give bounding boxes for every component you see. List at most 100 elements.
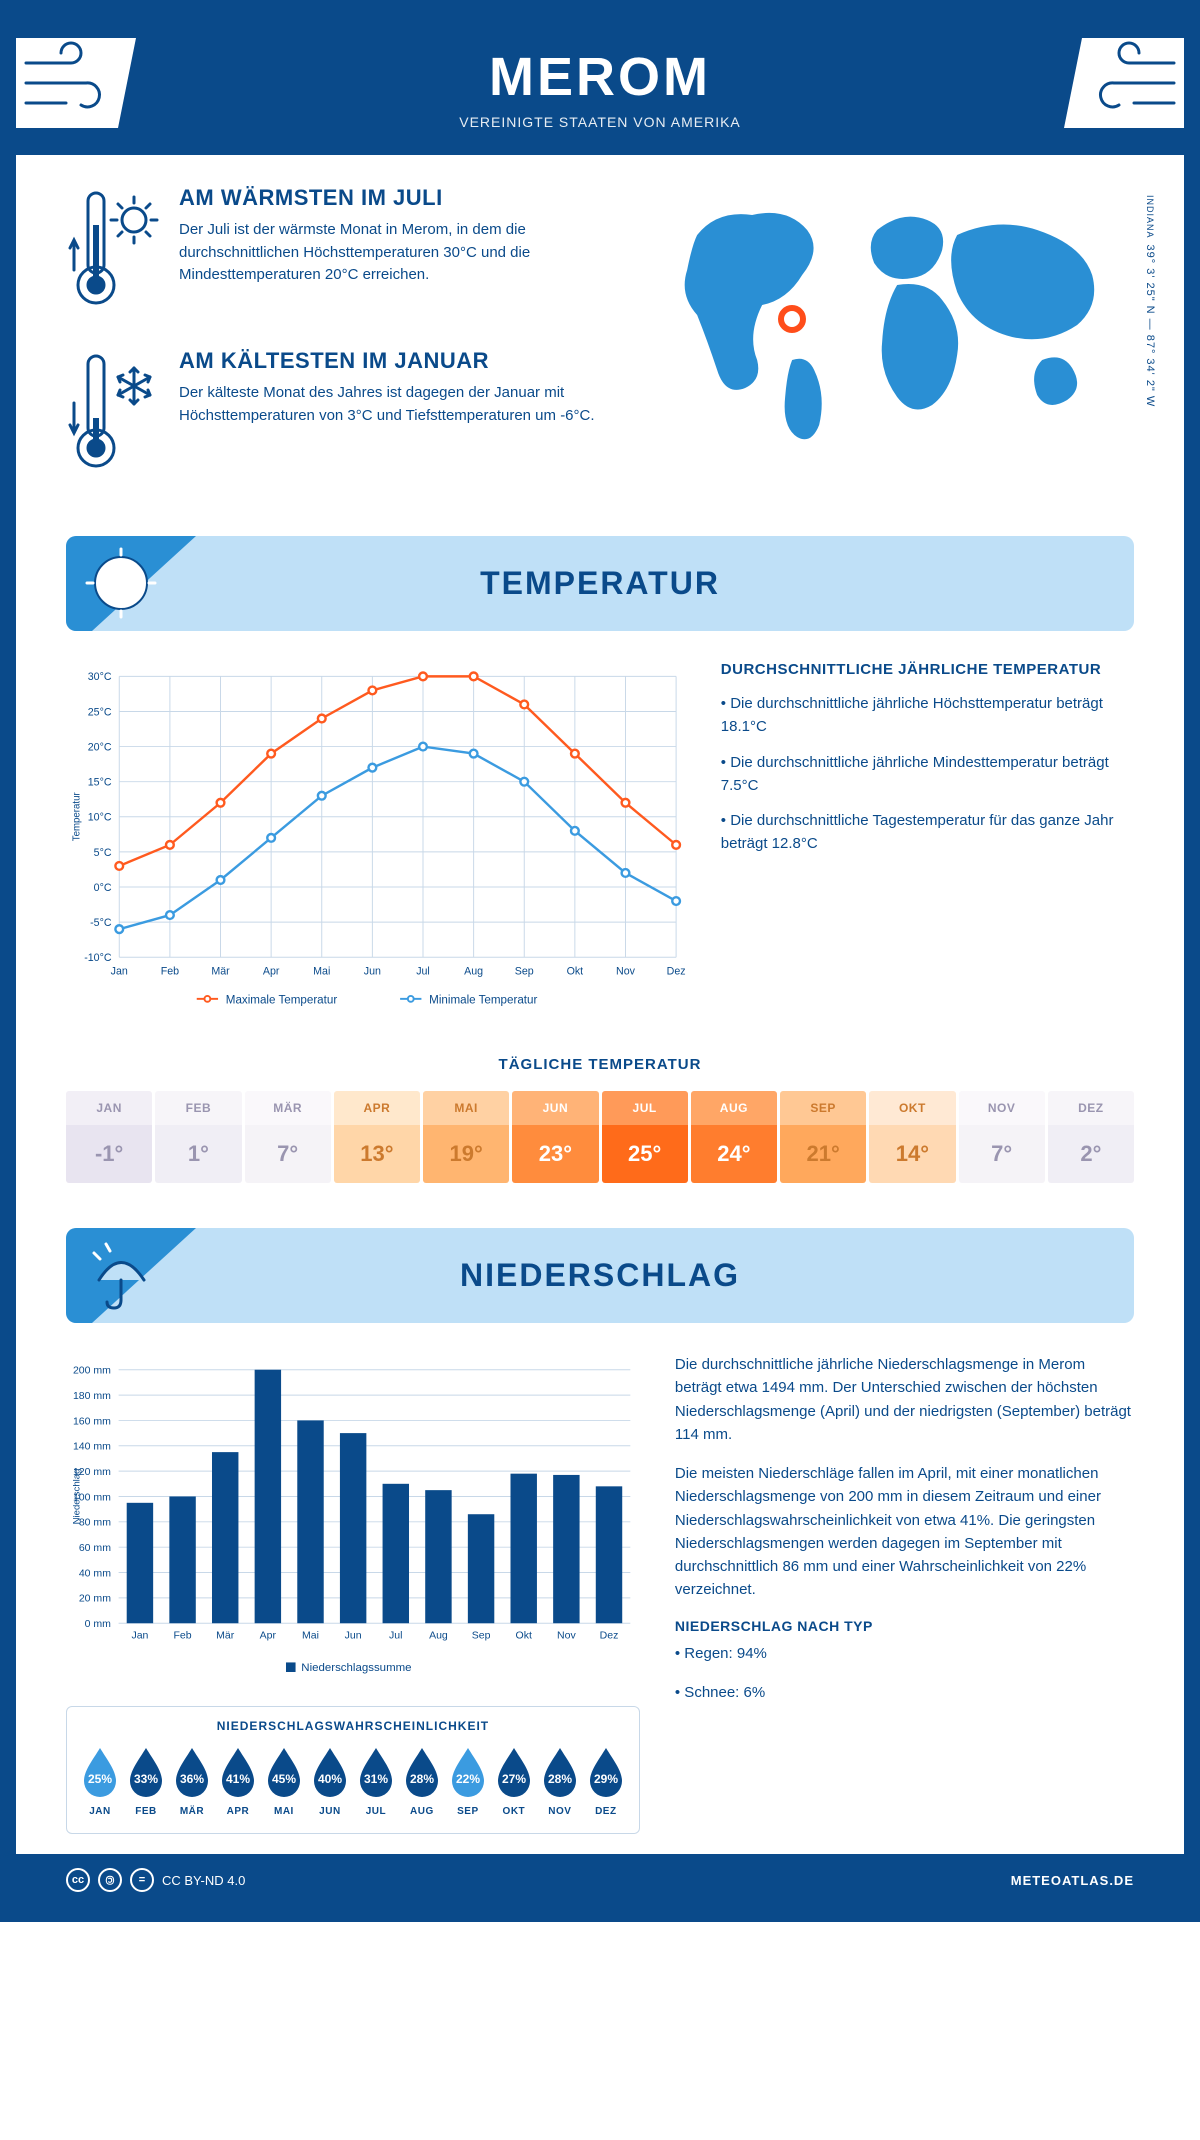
precip-drop: 36%MÄR [169, 1745, 215, 1817]
temperature-summary: DURCHSCHNITTLICHE JÄHRLICHE TEMPERATUR •… [721, 661, 1134, 1026]
temp-cell: DEZ2° [1048, 1091, 1134, 1183]
svg-text:80 mm: 80 mm [79, 1517, 111, 1529]
infographic-frame: MEROM VEREINIGTE STAATEN VON AMERIKA [0, 0, 1200, 1922]
temp-summary-item: • Die durchschnittliche jährliche Mindes… [721, 751, 1134, 798]
svg-text:-5°C: -5°C [90, 917, 112, 929]
svg-text:Sep: Sep [515, 966, 534, 978]
svg-text:31%: 31% [364, 1772, 388, 1786]
svg-text:Nov: Nov [557, 1630, 576, 1642]
svg-text:29%: 29% [594, 1772, 618, 1786]
svg-text:Aug: Aug [464, 966, 483, 978]
header: MEROM VEREINIGTE STAATEN VON AMERIKA [16, 16, 1184, 155]
warmest-title: AM WÄRMSTEN IM JULI [179, 185, 610, 211]
temp-cell: APR13° [334, 1091, 420, 1183]
temp-cell: FEB1° [155, 1091, 241, 1183]
svg-text:30°C: 30°C [88, 671, 112, 683]
world-map: INDIANA39° 3' 25" N — 87° 34' 2" W [640, 185, 1134, 511]
temperature-chart: -10°C -5°C 0°C 5°C 10°C 15°C 20°C 25°C 30°C Jan Fe… [66, 661, 686, 1026]
temp-cell: AUG24° [691, 1091, 777, 1183]
intro-row: AM WÄRMSTEN IM JULI Der Juli ist der wär… [66, 185, 1134, 511]
svg-text:10°C: 10°C [88, 812, 112, 824]
precip-drop: 22%SEP [445, 1745, 491, 1817]
site-name: METEOATLAS.DE [1011, 1873, 1134, 1888]
svg-text:Mai: Mai [313, 966, 330, 978]
svg-text:Apr: Apr [260, 1630, 277, 1642]
coldest-title: AM KÄLTESTEN IM JANUAR [179, 348, 610, 374]
precip-drop: 28%AUG [399, 1745, 445, 1817]
thermometer-sun-icon [66, 185, 161, 320]
temp-summary-item: • Die durchschnittliche Tagestemperatur … [721, 809, 1134, 856]
precip-drop: 33%FEB [123, 1745, 169, 1817]
daily-temp-heading: TÄGLICHE TEMPERATUR [66, 1056, 1134, 1073]
svg-text:28%: 28% [548, 1772, 572, 1786]
svg-text:45%: 45% [272, 1772, 296, 1786]
temperature-heading: TEMPERATUR [480, 565, 720, 602]
precip-drop: 40%JUN [307, 1745, 353, 1817]
umbrella-icon [84, 1238, 159, 1313]
license: cc 🄯 = CC BY-ND 4.0 [66, 1868, 245, 1892]
svg-text:Mär: Mär [211, 966, 230, 978]
svg-text:27%: 27% [502, 1772, 526, 1786]
svg-text:60 mm: 60 mm [79, 1542, 111, 1554]
svg-text:Jul: Jul [416, 966, 430, 978]
license-text: CC BY-ND 4.0 [162, 1873, 245, 1888]
svg-text:28%: 28% [410, 1772, 434, 1786]
svg-text:160 mm: 160 mm [73, 1415, 111, 1427]
precip-type-item: • Schnee: 6% [675, 1681, 1134, 1704]
svg-text:Jun: Jun [364, 966, 381, 978]
svg-text:25°C: 25°C [88, 706, 112, 718]
precip-drop: 31%JUL [353, 1745, 399, 1817]
svg-text:Jul: Jul [389, 1630, 402, 1642]
precip-probability-box: NIEDERSCHLAGSWAHRSCHEINLICHKEIT 25%JAN33… [66, 1706, 640, 1834]
page-title: MEROM [36, 46, 1164, 108]
svg-text:0°C: 0°C [94, 882, 112, 894]
daily-temp-table: JAN-1°FEB1°MÄR7°APR13°MAI19°JUN23°JUL25°… [66, 1091, 1134, 1183]
svg-text:Feb: Feb [174, 1630, 192, 1642]
svg-text:Jun: Jun [345, 1630, 362, 1642]
svg-text:Sep: Sep [472, 1630, 491, 1642]
precip-drop: 25%JAN [77, 1745, 123, 1817]
precip-drop: 29%DEZ [583, 1745, 629, 1817]
svg-text:180 mm: 180 mm [73, 1390, 111, 1402]
svg-text:Jan: Jan [131, 1630, 148, 1642]
svg-text:-10°C: -10°C [84, 952, 112, 964]
temp-cell: OKT14° [869, 1091, 955, 1183]
svg-text:Minimale Temperatur: Minimale Temperatur [429, 994, 537, 1007]
precipitation-text: Die durchschnittliche jährliche Niedersc… [675, 1353, 1134, 1834]
svg-text:Okt: Okt [516, 1630, 532, 1642]
warmest-fact: AM WÄRMSTEN IM JULI Der Juli ist der wär… [66, 185, 610, 320]
temp-cell: JUN23° [512, 1091, 598, 1183]
svg-text:Dez: Dez [600, 1630, 619, 1642]
svg-text:5°C: 5°C [94, 847, 112, 859]
svg-text:Niederschlagssumme: Niederschlagssumme [301, 1662, 411, 1674]
svg-text:41%: 41% [226, 1772, 250, 1786]
svg-text:20°C: 20°C [88, 741, 112, 753]
location-marker-icon [778, 305, 806, 333]
precip-drop: 41%APR [215, 1745, 261, 1817]
temp-summary-heading: DURCHSCHNITTLICHE JÄHRLICHE TEMPERATUR [721, 661, 1134, 678]
precip-type-item: • Regen: 94% [675, 1642, 1134, 1665]
temp-cell: NOV7° [959, 1091, 1045, 1183]
temp-cell: MAI19° [423, 1091, 509, 1183]
svg-text:Jan: Jan [111, 966, 128, 978]
warmest-text: Der Juli ist der wärmste Monat in Merom,… [179, 219, 610, 287]
footer: cc 🄯 = CC BY-ND 4.0 METEOATLAS.DE [16, 1854, 1184, 1906]
svg-text:40%: 40% [318, 1772, 342, 1786]
coldest-text: Der kälteste Monat des Jahres ist dagege… [179, 382, 610, 427]
temp-cell: JAN-1° [66, 1091, 152, 1183]
svg-text:Mär: Mär [216, 1630, 235, 1642]
coordinates: INDIANA39° 3' 25" N — 87° 34' 2" W [1144, 195, 1156, 407]
by-icon: 🄯 [98, 1868, 122, 1892]
svg-text:Feb: Feb [161, 966, 179, 978]
svg-text:36%: 36% [180, 1772, 204, 1786]
svg-text:Temperatur: Temperatur [72, 792, 83, 842]
svg-text:15°C: 15°C [88, 777, 112, 789]
sun-icon [84, 546, 159, 621]
svg-text:25%: 25% [88, 1772, 112, 1786]
precipitation-heading: NIEDERSCHLAG [460, 1257, 740, 1294]
svg-text:0 mm: 0 mm [85, 1618, 112, 1630]
precip-prob-heading: NIEDERSCHLAGSWAHRSCHEINLICHKEIT [77, 1719, 629, 1733]
nd-icon: = [130, 1868, 154, 1892]
temperature-banner: TEMPERATUR [66, 536, 1134, 631]
precip-drop: 45%MAI [261, 1745, 307, 1817]
